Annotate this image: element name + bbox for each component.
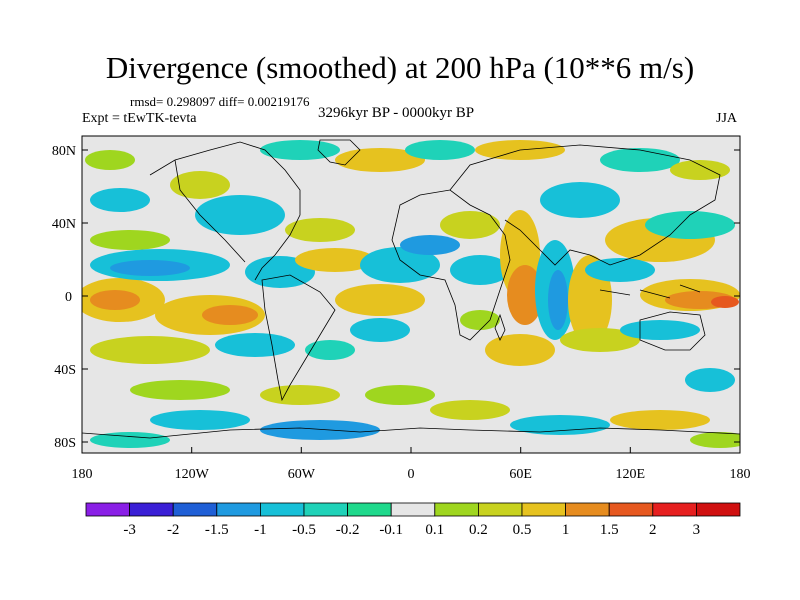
lat-label-80s: 80S — [54, 436, 76, 451]
map-title: Divergence (smoothed) at 200 hPa (10**6 … — [105, 50, 695, 85]
stats-text: rmsd= 0.298097 diff= 0.00219176 — [130, 94, 310, 109]
colorbar-swatch — [303, 502, 348, 517]
lat-label-0: 0 — [65, 290, 72, 305]
colorbar-swatch — [129, 502, 174, 517]
colorbar-label: -0.1 — [379, 522, 403, 538]
colorbar-label: 0.1 — [425, 522, 444, 538]
colorbar-swatch — [347, 502, 392, 517]
lon-label-0: 0 — [408, 467, 415, 482]
colorbar-label: 3 — [693, 522, 701, 538]
lat-label-40n: 40N — [52, 217, 76, 232]
period-label: 3296kyr BP - 0000kyr BP — [318, 105, 475, 121]
colorbar-swatch — [434, 502, 479, 517]
colorbar-label: -1 — [254, 522, 267, 538]
lon-label-180e: 180 — [730, 467, 751, 482]
colorbar-swatch — [521, 502, 566, 517]
colorbar-swatch — [172, 502, 218, 517]
lon-label-120e: 120E — [616, 467, 646, 482]
lon-label-60e: 60E — [509, 467, 532, 482]
colorbar-label: -3 — [123, 522, 136, 538]
lat-label-80n: 80N — [52, 144, 76, 159]
colorbar-label: 1 — [562, 522, 570, 538]
colorbar-swatch — [390, 502, 436, 517]
colorbar-label: -1.5 — [205, 522, 229, 538]
colorbar-swatch — [259, 502, 305, 517]
colorbar-swatch — [216, 502, 261, 517]
colorbar: -3 -2 -1.5 -1 -0.5 -0.2 -0.1 0.1 0.2 0.5 1 1.5 2 3 — [85, 502, 741, 538]
lon-label-120w: 120W — [175, 467, 210, 482]
colorbar-swatch — [565, 502, 610, 517]
colorbar-label: -2 — [167, 522, 180, 538]
coastlines — [82, 139, 740, 439]
lon-label-180w: 180 — [72, 467, 93, 482]
colorbar-swatch — [477, 502, 523, 517]
lat-label-40s: 40S — [54, 363, 76, 378]
colorbar-label: 2 — [649, 522, 657, 538]
colorbar-label: 1.5 — [600, 522, 619, 538]
axis-ticks — [82, 149, 740, 453]
colorbar-label: -0.2 — [336, 522, 360, 538]
colorbar-swatch — [696, 502, 741, 517]
lon-label-60w: 60W — [288, 467, 316, 482]
colorbar-label: 0.2 — [469, 522, 488, 538]
colorbar-label: 0.5 — [513, 522, 532, 538]
divergence-field — [82, 140, 740, 448]
experiment-label: Expt = tEwTK-tevta — [82, 111, 197, 126]
colorbar-swatch — [652, 502, 697, 517]
colorbar-swatch — [608, 502, 654, 517]
colorbar-swatch — [85, 502, 130, 517]
season-label: JJA — [716, 111, 738, 126]
colorbar-label: -0.5 — [292, 522, 316, 538]
